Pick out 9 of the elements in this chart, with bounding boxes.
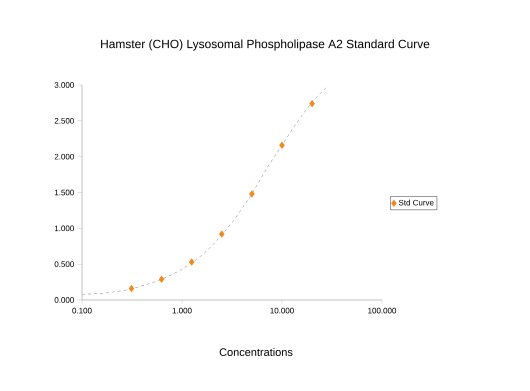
point [128,284,134,292]
point [188,258,195,266]
point [218,230,225,238]
point [249,190,255,198]
point [158,276,164,283]
chart-title: Hamster (CHO) Lysosomal Phospholipase A2 Standard Curve [101,39,430,51]
x-axis-title: Concentrations [220,348,292,356]
point [279,142,285,149]
point [309,100,315,108]
